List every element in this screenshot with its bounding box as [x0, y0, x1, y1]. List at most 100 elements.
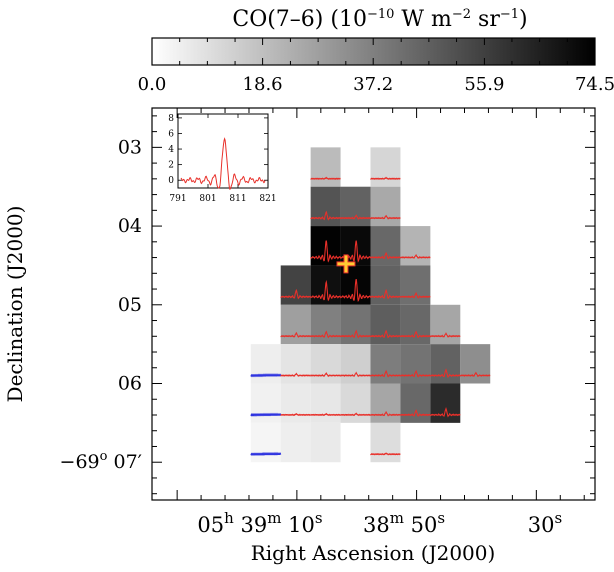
pixel-spectra	[250, 176, 491, 457]
map-pixel	[310, 186, 341, 227]
pixel-spectrum	[310, 240, 342, 263]
map-pixel	[310, 147, 341, 187]
pixel-spectrum	[370, 288, 401, 300]
inset-y-tick-label: 0	[168, 176, 174, 186]
map-pixel	[400, 383, 431, 423]
pixel-spectrum	[340, 329, 371, 339]
pixel-spectrum	[340, 371, 371, 378]
colorbar-title: CO(7–6) (10−10 W m−2 sr−1)	[232, 7, 527, 32]
pixel-spectrum	[310, 210, 341, 221]
x-tick-label: 30s	[528, 509, 562, 537]
colorbar-tick-label: 37.2	[353, 74, 393, 95]
pixel-spectrum	[399, 369, 431, 378]
position-marker	[336, 254, 356, 274]
map-pixel	[280, 304, 311, 345]
map-pixel	[430, 344, 461, 384]
pixel-spectrum	[280, 372, 311, 377]
pixel-spectrum	[310, 330, 341, 339]
inset-spectrum-line	[180, 137, 266, 190]
plot-frame	[151, 107, 596, 501]
map-pixel	[400, 304, 431, 345]
pixel-spectrum	[429, 407, 461, 418]
pixel-spectrum	[400, 409, 431, 418]
map-pixel	[370, 422, 401, 463]
marker-cross	[337, 255, 355, 273]
map-pixel	[460, 344, 491, 384]
x-tick-label: 05h 39m 10s	[197, 509, 322, 537]
inset-x-tick-label: 811	[229, 194, 246, 204]
y-tick-label: 04	[118, 215, 142, 237]
map-pixels	[250, 147, 491, 463]
map-pixel	[430, 383, 461, 423]
pixel-spectrum	[310, 372, 341, 378]
map-pixel	[250, 344, 281, 384]
map-pixel	[370, 186, 401, 227]
map-pixel	[400, 265, 431, 305]
map-pixel	[310, 304, 341, 345]
pixel-spectrum	[340, 278, 371, 302]
x-axis-label: Right Ascension (J2000)	[251, 541, 496, 565]
pixel-spectrum	[280, 288, 311, 300]
pixel-spectrum	[310, 412, 341, 417]
pixel-spectrum	[370, 251, 401, 260]
map-pixel	[310, 422, 341, 463]
map-pixel	[400, 344, 431, 384]
map-pixel	[340, 383, 371, 423]
inset-x-tick-label: 821	[259, 194, 276, 204]
y-tick-label: 03	[118, 136, 142, 158]
map-pixel	[370, 383, 401, 423]
inset-y-tick-label: 8	[168, 114, 174, 124]
pixel-spectrum	[370, 452, 401, 456]
pixel-spectrum	[370, 410, 401, 417]
colorbar-tick-label: 0.0	[138, 74, 167, 95]
map-pixel	[280, 344, 311, 384]
pixel-spectrum	[340, 412, 371, 417]
x-tick-label: 38m 50s	[363, 509, 445, 537]
inset-y-tick-label: 2	[168, 161, 174, 171]
pixel-spectrum	[250, 412, 282, 417]
inset-y-tick-label: 6	[168, 129, 174, 139]
map-pixel	[280, 265, 311, 305]
map-pixel	[370, 344, 401, 384]
pixel-spectrum	[250, 373, 282, 378]
y-tick-label: 06	[118, 373, 142, 395]
pixel-spectrum	[370, 369, 401, 378]
colorbar-tick-label: 18.6	[243, 74, 283, 95]
pixel-spectrum	[310, 176, 341, 181]
pixel-spectrum	[340, 214, 371, 220]
map-pixel	[340, 304, 371, 345]
pixel-spectrum	[280, 331, 311, 338]
pixel-spectrum	[370, 214, 401, 220]
colorbar-ticks: 0.0 18.6 37.2 55.9 74.5	[138, 38, 614, 95]
y-tick-label: −69o 07′	[60, 449, 142, 473]
inset-y-tick-label: 4	[168, 145, 174, 155]
pixel-spectrum	[310, 279, 341, 302]
colorbar-tick-label: 74.5	[575, 74, 614, 95]
colorbar-tick-label: 55.9	[464, 74, 504, 95]
inset-x-tick-label: 791	[169, 194, 186, 204]
pixel-spectrum	[429, 368, 461, 379]
map-pixel	[250, 383, 281, 423]
y-axis-label: Declination (J2000)	[3, 206, 27, 403]
inset-spectrum: 0 2 4 6 8 791 801 811 821	[168, 113, 277, 204]
map-pixel	[400, 226, 431, 266]
map-pixel	[370, 147, 401, 187]
pixel-spectrum	[459, 371, 491, 378]
pixel-spectrum	[400, 291, 431, 299]
pixel-spectrum	[370, 176, 401, 181]
map-pixel	[280, 422, 311, 463]
pixel-spectrum	[400, 330, 431, 339]
y-tick-label: 05	[118, 294, 142, 316]
map-pixel	[430, 304, 461, 345]
map-pixel	[370, 304, 401, 345]
map-pixel	[310, 383, 341, 423]
map-pixel	[280, 383, 311, 423]
pixel-spectrum	[400, 253, 431, 259]
pixel-spectrum	[280, 412, 311, 417]
map-pixel	[250, 422, 281, 463]
pixel-spectrum	[250, 451, 282, 457]
pixel-spectrum	[370, 329, 401, 339]
map-pixel	[340, 186, 371, 227]
map-pixel	[340, 344, 371, 384]
